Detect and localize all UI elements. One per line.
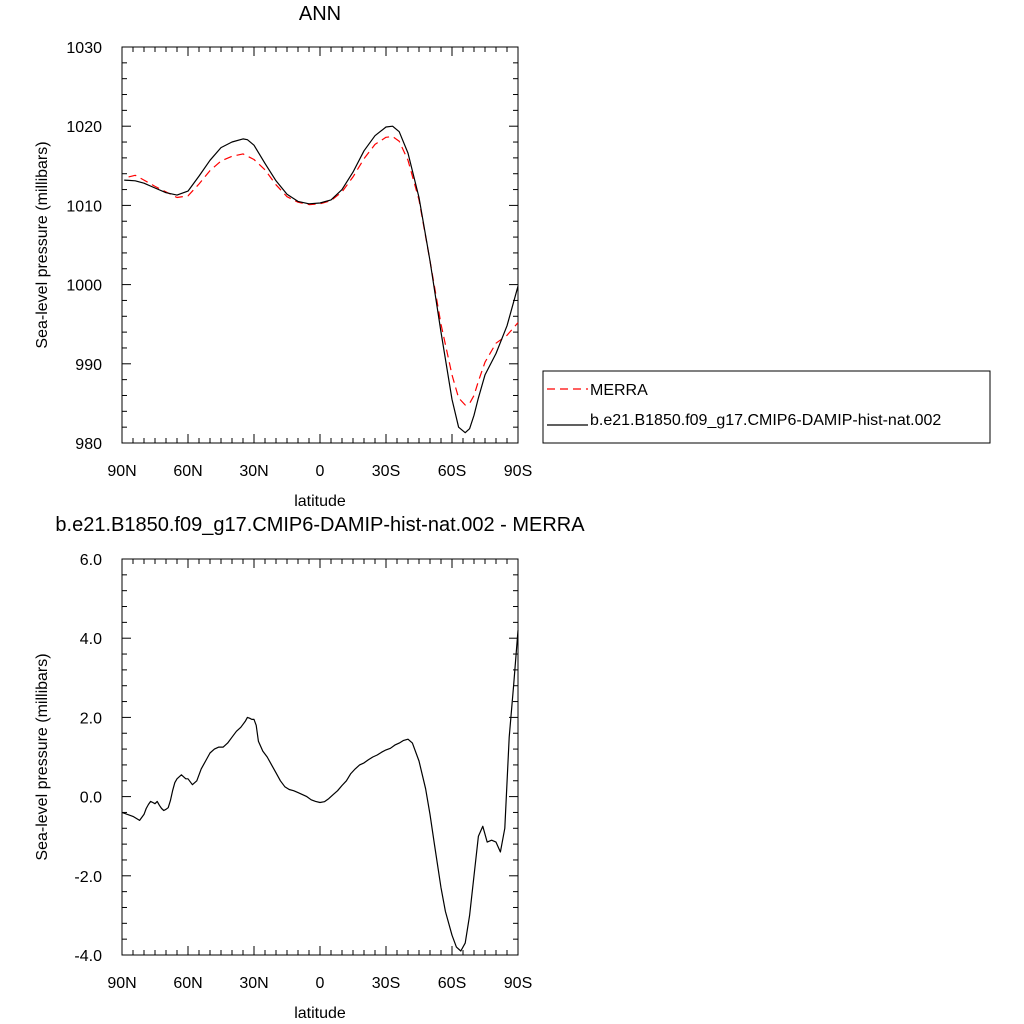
y-tick-label: 1000 <box>66 278 102 295</box>
x-tick-label: 0 <box>316 463 325 480</box>
y-axis-label: Sea-level pressure (millibars) <box>34 141 51 348</box>
y-axis-label: Sea-level pressure (millibars) <box>34 653 51 860</box>
panel-1-title: b.e21.B1850.f09_g17.CMIP6-DAMIP-hist-nat… <box>55 514 585 536</box>
legend-label-merra: MERRA <box>590 382 648 399</box>
panel-0-plot-frame <box>121 46 519 444</box>
x-tick-label: 30N <box>239 463 268 480</box>
x-tick-label: 30N <box>239 975 268 992</box>
x-axis-label: latitude <box>294 1005 346 1022</box>
bottom-panel: b.e21.B1850.f09_g17.CMIP6-DAMIP-hist-nat… <box>34 514 585 1022</box>
x-tick-label: 30S <box>372 975 400 992</box>
y-tick-label: 6.0 <box>80 552 102 569</box>
y-tick-label: 0.0 <box>80 790 102 807</box>
y-tick-label: 1030 <box>66 40 102 57</box>
legend-label-model: b.e21.B1850.f09_g17.CMIP6-DAMIP-hist-nat… <box>590 412 941 429</box>
x-tick-label: 30S <box>372 463 400 480</box>
panel-0-title: ANN <box>299 3 341 25</box>
panel-0-series-line-merra <box>128 135 519 406</box>
x-tick-label: 60S <box>438 975 466 992</box>
panel-1-plot-frame <box>121 558 519 956</box>
x-tick-label: 0 <box>316 975 325 992</box>
y-tick-label: -4.0 <box>74 948 102 965</box>
panel-0-series-line-b <box>124 125 519 434</box>
x-tick-label: 90N <box>107 463 136 480</box>
y-tick-label: 990 <box>75 357 102 374</box>
x-tick-label: 90N <box>107 975 136 992</box>
y-tick-label: 1020 <box>66 119 102 136</box>
x-tick-label: 60N <box>173 975 202 992</box>
top-panel: ANN 90N 60N 30N 0 30S 60S 90S 980 990 1000 1010 1020… <box>34 3 532 510</box>
x-tick-label: 90S <box>504 975 532 992</box>
panel-1-series-line-difference <box>121 630 519 952</box>
y-tick-label: 980 <box>75 436 102 453</box>
x-tick-label: 90S <box>504 463 532 480</box>
x-axis-label: latitude <box>294 493 346 510</box>
y-tick-label: 1010 <box>66 198 102 215</box>
y-tick-label: -2.0 <box>74 869 102 886</box>
legend-box <box>542 370 991 444</box>
legend: MERRA b.e21.B1850.f09_g17.CMIP6-DAMIP-hi… <box>542 370 991 444</box>
y-tick-label: 4.0 <box>80 631 102 648</box>
x-tick-label: 60S <box>438 463 466 480</box>
y-tick-label: 2.0 <box>80 710 102 727</box>
x-tick-label: 60N <box>173 463 202 480</box>
